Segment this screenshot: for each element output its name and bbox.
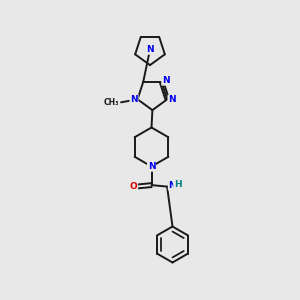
Text: N: N [162,76,169,85]
Text: O: O [130,182,137,191]
Text: N: N [130,95,138,104]
Text: H: H [174,180,181,189]
Text: N: N [168,181,176,190]
Text: CH₃: CH₃ [104,98,120,107]
Text: N: N [168,95,176,104]
Text: N: N [146,45,154,54]
Text: N: N [148,162,155,171]
